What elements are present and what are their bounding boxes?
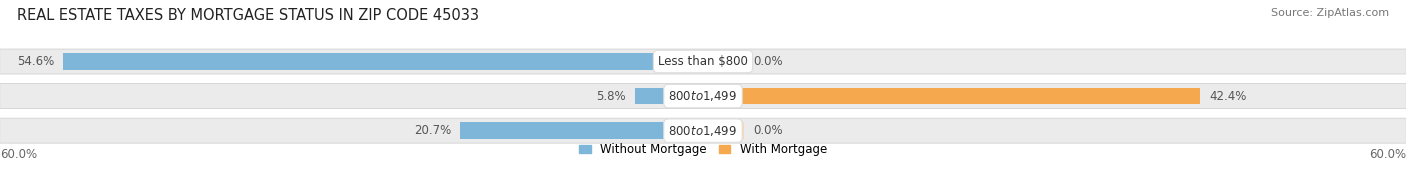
Legend: Without Mortgage, With Mortgage: Without Mortgage, With Mortgage xyxy=(579,143,827,156)
Text: 5.8%: 5.8% xyxy=(596,90,626,103)
FancyBboxPatch shape xyxy=(0,84,1406,109)
Text: $800 to $1,499: $800 to $1,499 xyxy=(668,124,738,138)
Text: 20.7%: 20.7% xyxy=(413,124,451,137)
Text: 0.0%: 0.0% xyxy=(754,124,783,137)
Bar xyxy=(703,88,1199,104)
FancyBboxPatch shape xyxy=(0,49,1406,74)
Text: 60.0%: 60.0% xyxy=(1369,148,1406,161)
Bar xyxy=(703,53,744,70)
FancyBboxPatch shape xyxy=(0,118,1406,143)
Bar xyxy=(63,53,703,70)
Text: 42.4%: 42.4% xyxy=(1209,90,1247,103)
Bar xyxy=(636,88,703,104)
Text: $800 to $1,499: $800 to $1,499 xyxy=(668,89,738,103)
Text: 0.0%: 0.0% xyxy=(754,55,783,68)
Text: Less than $800: Less than $800 xyxy=(658,55,748,68)
Text: 54.6%: 54.6% xyxy=(17,55,53,68)
Bar xyxy=(461,122,703,139)
Text: 60.0%: 60.0% xyxy=(0,148,37,161)
Text: Source: ZipAtlas.com: Source: ZipAtlas.com xyxy=(1271,8,1389,18)
Text: REAL ESTATE TAXES BY MORTGAGE STATUS IN ZIP CODE 45033: REAL ESTATE TAXES BY MORTGAGE STATUS IN … xyxy=(17,8,479,23)
Bar xyxy=(703,122,744,139)
